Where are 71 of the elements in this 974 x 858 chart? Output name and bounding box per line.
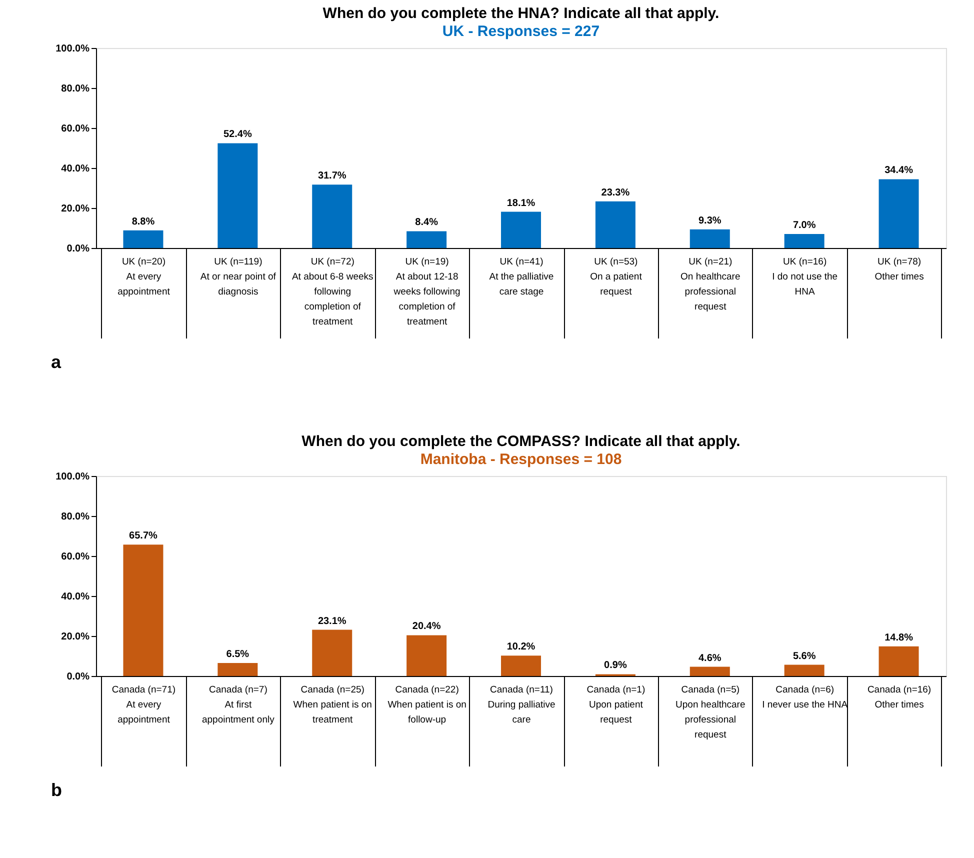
- chart-title: When do you complete the COMPASS? Indicate all that apply.: [302, 433, 740, 450]
- x-tick-label: Canada (n=7) At first appointment only: [202, 684, 275, 726]
- bar: [690, 666, 730, 676]
- y-tick-label: 80.0%: [61, 84, 90, 94]
- x-tick-label: UK (n=19) At about 12-18 weeks following completion of treatment: [392, 256, 460, 328]
- data-label: 10.2%: [506, 642, 536, 653]
- x-tick-label: UK (n=21) On healthcare professional request: [680, 256, 740, 312]
- data-label: 8.4%: [415, 217, 438, 228]
- x-tick-label: Canada (n=1) Upon patient request: [586, 684, 646, 726]
- bar: [406, 231, 447, 248]
- x-tick-label: Canada (n=25) When patient is on treatment: [293, 684, 372, 726]
- y-tick-label: 100.0%: [56, 44, 90, 54]
- text: b: [51, 780, 62, 800]
- data-label: 23.1%: [318, 616, 346, 627]
- x-tick-label: Canada (n=22) When patient is on follow-up: [388, 684, 466, 726]
- bar: [784, 664, 824, 676]
- y-tick-label: 80.0%: [61, 512, 90, 522]
- data-label: 5.6%: [792, 650, 816, 662]
- data-label: 20.4%: [412, 621, 441, 632]
- bar: [406, 635, 447, 676]
- y-tick-label: 60.0%: [61, 552, 90, 562]
- chart-subtitle: UK - Responses = 227: [442, 23, 600, 40]
- data-label: 4.6%: [698, 652, 722, 664]
- data-label: 14.8%: [884, 632, 914, 644]
- y-tick-label: 40.0%: [61, 164, 90, 174]
- x-tick-label: UK (n=78) Other times: [874, 256, 924, 282]
- x-tick-label: UK (n=41) At the palliative care stage: [489, 256, 554, 298]
- bar: [595, 201, 636, 248]
- x-tick-label: UK (n=72) At about 6-8 weeks following completion of treatment: [292, 256, 374, 328]
- y-tick-label: 100.0%: [56, 472, 90, 482]
- x-tick-label: Canada (n=6) I never use the HNA: [762, 684, 848, 710]
- y-tick-label: 60.0%: [61, 124, 90, 134]
- bar: [501, 212, 541, 248]
- bar: [690, 229, 730, 248]
- chart-title: When do you complete the HNA? Indicate all that apply.: [322, 5, 720, 22]
- x-tick-label: UK (n=20) At every appointment: [118, 256, 170, 298]
- x-tick-label: Canada (n=71) At every appointment: [112, 684, 176, 726]
- data-label: 34.4%: [884, 165, 914, 176]
- bar: [878, 646, 919, 676]
- bar: [123, 544, 164, 676]
- x-tick-label: Canada (n=11) During palliative care: [488, 684, 556, 726]
- x-tick-label: UK (n=16) I do not use the HNA: [772, 256, 838, 298]
- chart-subtitle: Manitoba - Responses = 108: [420, 451, 622, 468]
- data-label: 65.7%: [129, 530, 158, 542]
- data-label: 9.3%: [698, 215, 722, 226]
- data-label: 8.8%: [132, 216, 155, 228]
- bar: [501, 656, 541, 676]
- y-tick-label: 20.0%: [61, 632, 90, 642]
- data-label: 0.9%: [604, 660, 627, 672]
- x-tick-label: Canada (n=16) Other times: [867, 684, 932, 710]
- y-tick-label: 40.0%: [61, 592, 90, 602]
- text: a: [51, 352, 62, 372]
- bar: [312, 184, 352, 248]
- y-tick-label: 20.0%: [61, 204, 90, 214]
- data-label: 6.5%: [226, 649, 250, 660]
- bar: [312, 630, 352, 676]
- data-label: 23.3%: [601, 187, 630, 198]
- bar: [784, 234, 824, 248]
- data-label: 31.7%: [318, 170, 346, 182]
- y-tick-label: 0.0%: [66, 672, 90, 682]
- bar: [123, 230, 164, 248]
- data-label: 52.4%: [223, 129, 252, 140]
- bar: [218, 663, 258, 676]
- data-label: 7.0%: [792, 220, 816, 231]
- data-label: 18.1%: [506, 198, 536, 209]
- x-tick-label: UK (n=119) At or near point of diagnosis: [200, 256, 276, 298]
- x-tick-label: Canada (n=5) Upon healthcare professional request: [676, 684, 746, 740]
- y-tick-label: 0.0%: [66, 244, 90, 254]
- bar: [218, 143, 258, 248]
- x-tick-label: UK (n=53) On a patient request: [590, 256, 642, 298]
- bar: [878, 179, 919, 248]
